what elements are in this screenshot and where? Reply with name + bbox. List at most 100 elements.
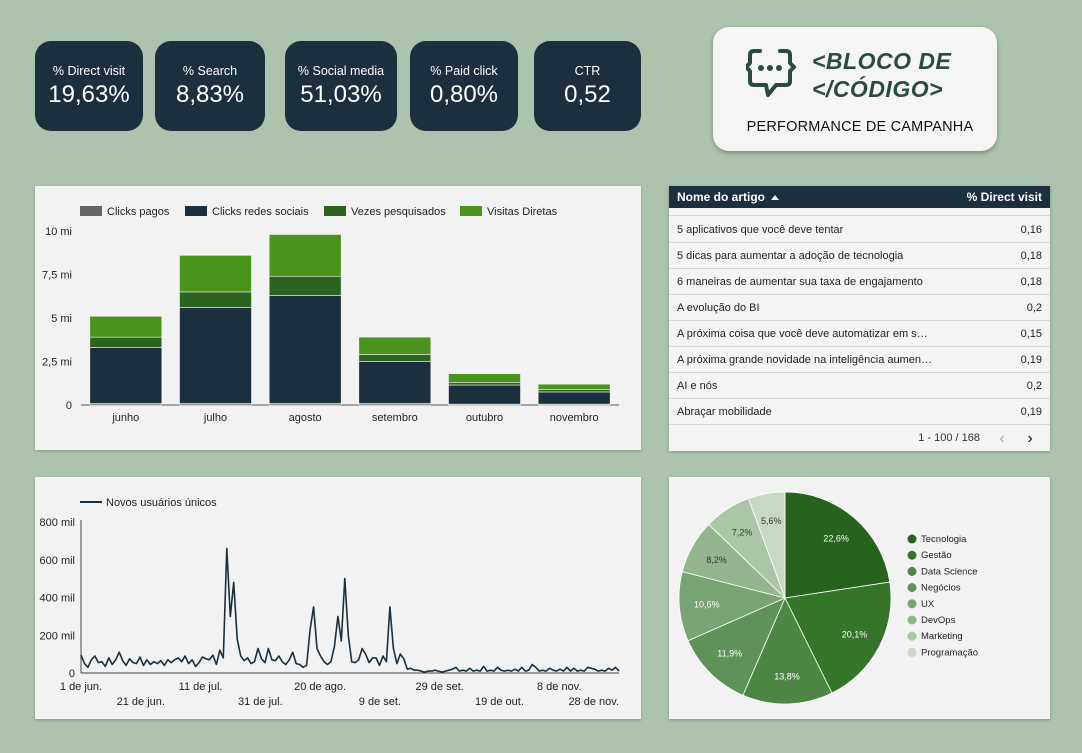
brand-card: <BLOCO DE </CÓDIGO> PERFORMANCE DE CAMPA… — [713, 27, 997, 151]
legend-label-4: UX — [921, 599, 935, 610]
y-tick-label: 10 mi — [45, 226, 72, 238]
article-name-cell: A próxima coisa que você deve automatiza… — [677, 328, 928, 340]
bar-segment-3 — [537, 383, 611, 390]
pie-slice-1 — [784, 581, 892, 694]
brand-logo-text: <BLOCO DE </CÓDIGO> — [812, 47, 951, 103]
prev-page-button[interactable]: ‹ — [999, 430, 1005, 447]
bar-segment-1 — [268, 295, 342, 404]
direct-visit-cell: 0,19 — [1020, 406, 1042, 418]
bar-segment-3 — [179, 255, 252, 293]
x-tick-label: 28 de nov. — [568, 696, 619, 708]
pie-label-2: 13,8% — [774, 671, 800, 681]
pie-label-7: 5,6% — [761, 516, 782, 526]
column-header-article-label: Nome do artigo — [677, 190, 766, 204]
bar-segment-1 — [358, 361, 432, 404]
legend-swatch-1 — [185, 206, 207, 216]
legend-swatch-2 — [324, 206, 346, 216]
article-name-cell: A evolução do BI — [677, 302, 760, 314]
kpi-label: % Direct visit — [52, 64, 126, 78]
code-chat-icon — [746, 49, 796, 97]
pie-label-1: 20,1% — [842, 629, 868, 639]
x-tick-label: 29 de set. — [416, 681, 464, 693]
x-tick-label: 21 de jun. — [117, 696, 165, 708]
table-row[interactable]: A próxima coisa que você deve automatiza… — [669, 321, 1050, 347]
x-tick-label: julho — [203, 412, 227, 424]
legend-label-6: Marketing — [921, 631, 963, 642]
sort-ascending-icon — [771, 195, 780, 201]
bar-segment-1 — [537, 391, 611, 405]
y-tick-label: 5 mi — [51, 313, 72, 325]
article-name-cell: A próxima grande novidade na inteligênci… — [677, 354, 932, 366]
next-page-button[interactable]: › — [1027, 430, 1033, 447]
table-row[interactable]: Abraçar mobilidade 0,19 — [669, 399, 1050, 425]
kpi-value: 8,83% — [175, 81, 245, 108]
bar-chart-panel: Clicks pagos Clicks redes sociais Vezes pe… — [35, 186, 641, 450]
table-row[interactable]: A evolução do BI 0,2 — [669, 295, 1050, 321]
article-name-cell: Abraçar mobilidade — [677, 406, 772, 418]
y-tick-label: 800 mil — [40, 517, 75, 529]
x-tick-label: 31 de jul. — [238, 696, 283, 708]
direct-visit-cell: 0,19 — [1020, 354, 1042, 366]
legend-label-3: Visitas Diretas — [487, 206, 558, 218]
column-header-article[interactable]: Nome do artigo — [677, 190, 780, 204]
report-title: PERFORMANCE DE CAMPANHA — [746, 119, 974, 135]
pagination-label: 1 - 100 / 168 — [918, 432, 980, 444]
bar-segment-1 — [179, 307, 252, 404]
kpi-social-media: % Social media 51,03% — [285, 41, 397, 131]
pie-chart: 22,6% Tecnologia 20,1% Gestão 13,8% Data Scie… — [678, 491, 978, 705]
legend-dot-2 — [907, 566, 917, 576]
kpi-value: 51,03% — [300, 81, 382, 108]
legend-label-7: Programação — [921, 647, 978, 658]
bar-segment-3 — [268, 234, 342, 277]
legend-dot-0 — [907, 534, 917, 544]
bar-segment-2 — [537, 389, 611, 393]
kpi-value: 0,80% — [429, 81, 499, 108]
legend-label-1: Clicks redes sociais — [212, 206, 309, 218]
legend-label-0: Clicks pagos — [107, 206, 170, 218]
legend-dot-3 — [907, 583, 917, 593]
y-tick-label: 7,5 mi — [42, 270, 72, 282]
legend-swatch-0 — [80, 206, 102, 216]
bar-segment-3 — [448, 373, 521, 383]
table-row[interactable]: AI e nós 0,2 — [669, 373, 1050, 399]
legend-label-0: Tecnologia — [921, 534, 967, 545]
article-name-cell: 5 aplicativos que você deve tentar — [677, 224, 844, 236]
table-row[interactable]: 6 maneiras de aumentar sua taxa de engaj… — [669, 269, 1050, 295]
line-chart-panel: Novos usuários únicos 0 200 mil 400 mil 600 … — [35, 477, 641, 719]
y-tick-label: 0 — [69, 668, 75, 680]
pie-label-3: 11,9% — [717, 649, 742, 659]
table-row[interactable]: A próxima grande novidade na inteligênci… — [669, 347, 1050, 373]
pie-slice-3 — [687, 597, 786, 696]
legend-label-2: Vezes pesquisados — [351, 206, 446, 218]
x-tick-label: setembro — [372, 412, 418, 424]
direct-visit-cell: 0,15 — [1020, 328, 1042, 340]
kpi-search: % Search 8,83% — [155, 41, 265, 131]
x-tick-label: outubro — [466, 412, 503, 424]
column-header-direct-visit[interactable]: % Direct visit — [966, 190, 1042, 204]
y-tick-label: 2,5 mi — [42, 357, 72, 369]
x-tick-label: agosto — [289, 412, 322, 424]
table-header: Nome do artigo % Direct visit — [669, 186, 1050, 208]
x-tick-label: 20 de ago. — [294, 681, 346, 693]
bar-segment-2 — [89, 336, 163, 348]
stacked-bar-chart: Clicks pagos Clicks redes sociais Vezes pe… — [42, 206, 619, 424]
pie-slice-4 — [678, 571, 787, 642]
line-chart: Novos usuários únicos 0 200 mil 400 mil 600 … — [40, 497, 620, 708]
articles-table: Nome do artigo % Direct visit 5 aplicati… — [669, 186, 1050, 451]
kpi-direct-visit: % Direct visit 19,63% — [35, 41, 143, 131]
bar-segment-2 — [448, 382, 521, 386]
pie-label-5: 8,2% — [706, 555, 727, 565]
pie-chart-panel: 22,6% Tecnologia 20,1% Gestão 13,8% Data Scie… — [669, 477, 1050, 719]
direct-visit-cell: 0,16 — [1020, 224, 1042, 236]
legend-dot-1 — [907, 550, 917, 560]
direct-visit-cell: 0,2 — [1026, 302, 1042, 314]
x-tick-label: 19 de out. — [475, 696, 524, 708]
pie-slice-2 — [742, 597, 833, 705]
kpi-label: % Paid click — [430, 64, 498, 78]
x-tick-label: junho — [111, 412, 139, 424]
article-name-cell: 6 maneiras de aumentar sua taxa de engaj… — [677, 276, 923, 288]
bar-segment-1 — [89, 347, 163, 404]
direct-visit-cell: 0,18 — [1020, 250, 1042, 262]
table-row[interactable]: 5 aplicativos que você deve tentar 0,16 — [669, 217, 1050, 243]
table-row[interactable]: 5 dicas para aumentar a adoção de tecnol… — [669, 243, 1050, 269]
